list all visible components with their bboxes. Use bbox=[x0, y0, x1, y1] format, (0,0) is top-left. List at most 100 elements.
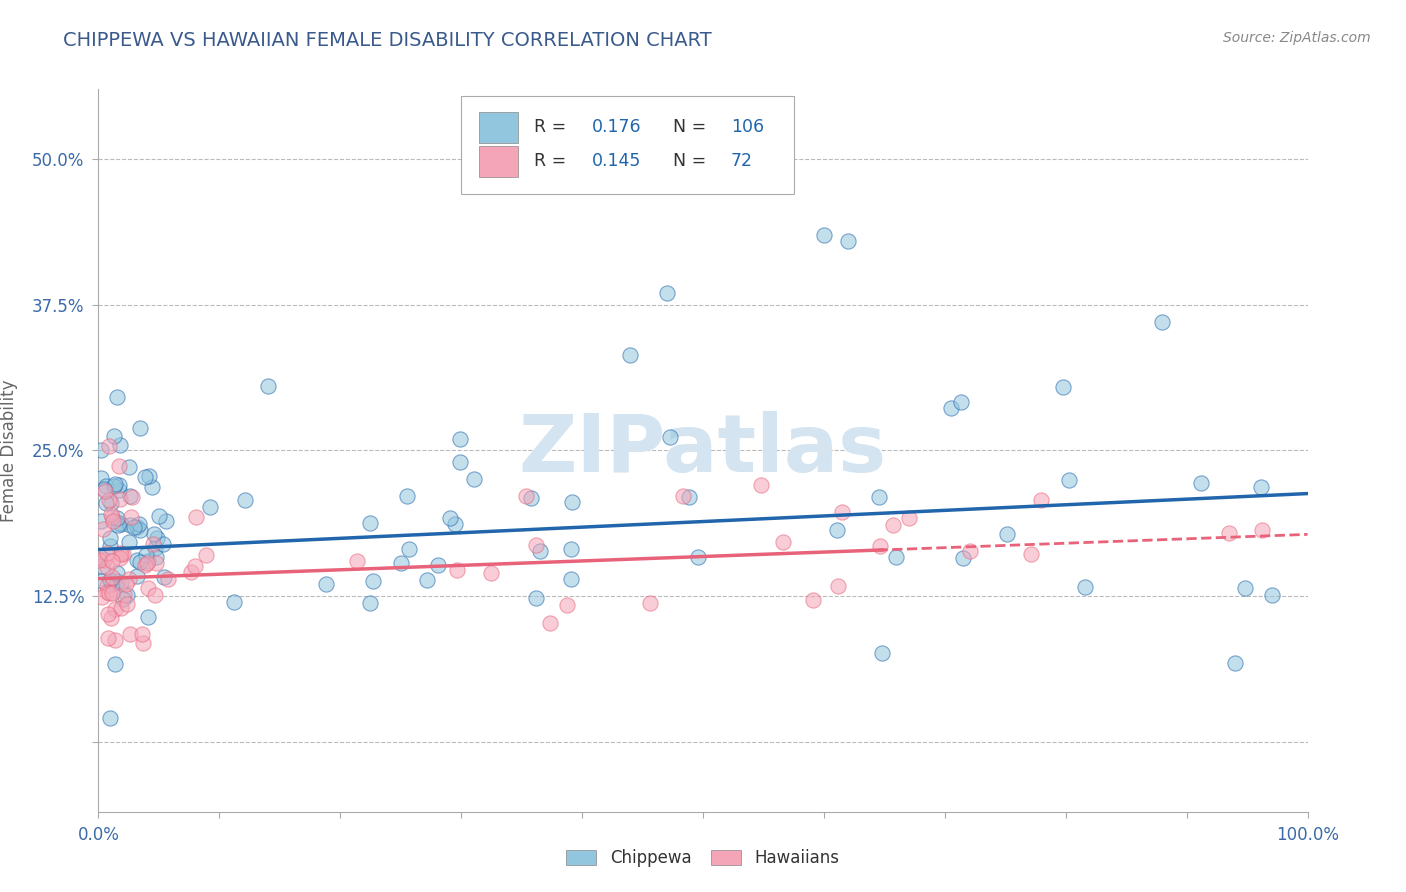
Point bbox=[129, 556, 152, 570]
Point bbox=[180, 565, 202, 579]
Point bbox=[122, 520, 145, 534]
Point bbox=[315, 577, 337, 591]
Point bbox=[120, 627, 142, 641]
Point bbox=[939, 401, 962, 415]
Point bbox=[184, 509, 207, 524]
Point bbox=[129, 523, 152, 537]
Point bbox=[827, 579, 849, 593]
Point bbox=[868, 490, 890, 504]
Point bbox=[128, 517, 150, 532]
Point bbox=[110, 601, 132, 615]
Point bbox=[145, 556, 167, 570]
Point bbox=[97, 631, 120, 645]
Point bbox=[1059, 473, 1081, 487]
Point bbox=[837, 234, 859, 248]
Point bbox=[111, 547, 134, 561]
Point bbox=[87, 553, 110, 567]
Point bbox=[256, 379, 278, 393]
Point bbox=[872, 646, 894, 660]
Point bbox=[389, 556, 412, 570]
Point bbox=[125, 568, 148, 582]
Point bbox=[148, 509, 170, 524]
Point bbox=[134, 470, 156, 484]
Point bbox=[143, 541, 166, 555]
Text: R =: R = bbox=[534, 119, 571, 136]
Point bbox=[120, 509, 142, 524]
Text: CHIPPEWA VS HAWAIIAN FEMALE DISABILITY CORRELATION CHART: CHIPPEWA VS HAWAIIAN FEMALE DISABILITY C… bbox=[63, 31, 711, 50]
Point bbox=[105, 390, 128, 404]
Point bbox=[831, 505, 853, 519]
Point bbox=[96, 546, 118, 560]
Point bbox=[100, 586, 122, 600]
Point bbox=[115, 597, 138, 611]
Point bbox=[1189, 475, 1212, 490]
Point bbox=[98, 439, 121, 453]
Text: R =: R = bbox=[534, 153, 571, 170]
Point bbox=[110, 576, 132, 591]
Point bbox=[103, 429, 125, 443]
Legend: Chippewa, Hawaiians: Chippewa, Hawaiians bbox=[558, 841, 848, 876]
Point bbox=[156, 572, 179, 586]
Point bbox=[104, 602, 127, 616]
Point bbox=[90, 514, 112, 528]
Point bbox=[688, 550, 710, 565]
Point bbox=[555, 599, 578, 613]
Point bbox=[672, 489, 695, 503]
Point bbox=[94, 483, 117, 498]
Point bbox=[100, 570, 122, 584]
Text: ZIPatlas: ZIPatlas bbox=[519, 411, 887, 490]
Point bbox=[105, 574, 128, 588]
Point bbox=[449, 432, 471, 446]
Point bbox=[103, 478, 125, 492]
Point bbox=[91, 574, 114, 588]
Y-axis label: Female Disability: Female Disability bbox=[0, 379, 18, 522]
Point bbox=[146, 531, 169, 545]
Text: 0.176: 0.176 bbox=[592, 119, 641, 136]
Point bbox=[97, 586, 120, 600]
Point bbox=[538, 616, 561, 631]
Point bbox=[101, 510, 124, 524]
Text: N =: N = bbox=[672, 153, 711, 170]
Point bbox=[100, 553, 122, 567]
Point bbox=[96, 559, 118, 574]
Point bbox=[112, 588, 135, 602]
Point bbox=[1233, 581, 1256, 595]
Point bbox=[135, 556, 157, 570]
Point bbox=[143, 588, 166, 602]
Point bbox=[118, 572, 141, 586]
Point bbox=[100, 495, 122, 509]
Point bbox=[107, 459, 129, 474]
Point bbox=[749, 477, 772, 491]
Point bbox=[107, 518, 129, 533]
Point bbox=[108, 551, 131, 566]
Point bbox=[111, 591, 134, 606]
Point bbox=[108, 478, 131, 492]
Point bbox=[110, 516, 132, 531]
Point bbox=[427, 558, 450, 573]
Point bbox=[136, 581, 159, 595]
Point bbox=[98, 492, 121, 507]
Point bbox=[1251, 523, 1274, 537]
Point bbox=[90, 591, 112, 605]
Point bbox=[96, 607, 118, 622]
Point bbox=[107, 516, 129, 530]
FancyBboxPatch shape bbox=[479, 146, 517, 177]
Point bbox=[104, 476, 127, 491]
Point bbox=[813, 227, 835, 242]
Point bbox=[115, 577, 138, 591]
Point bbox=[108, 483, 131, 497]
Point bbox=[118, 518, 141, 533]
Point bbox=[96, 579, 118, 593]
Point bbox=[479, 566, 502, 580]
Point bbox=[1260, 588, 1282, 602]
Point bbox=[125, 520, 148, 534]
Point bbox=[659, 430, 682, 444]
Point bbox=[104, 633, 127, 648]
Point bbox=[143, 527, 166, 541]
Point bbox=[952, 551, 974, 566]
Point bbox=[96, 585, 118, 599]
Point bbox=[997, 527, 1019, 541]
FancyBboxPatch shape bbox=[461, 96, 793, 194]
Point bbox=[619, 347, 641, 361]
Point bbox=[141, 480, 163, 494]
